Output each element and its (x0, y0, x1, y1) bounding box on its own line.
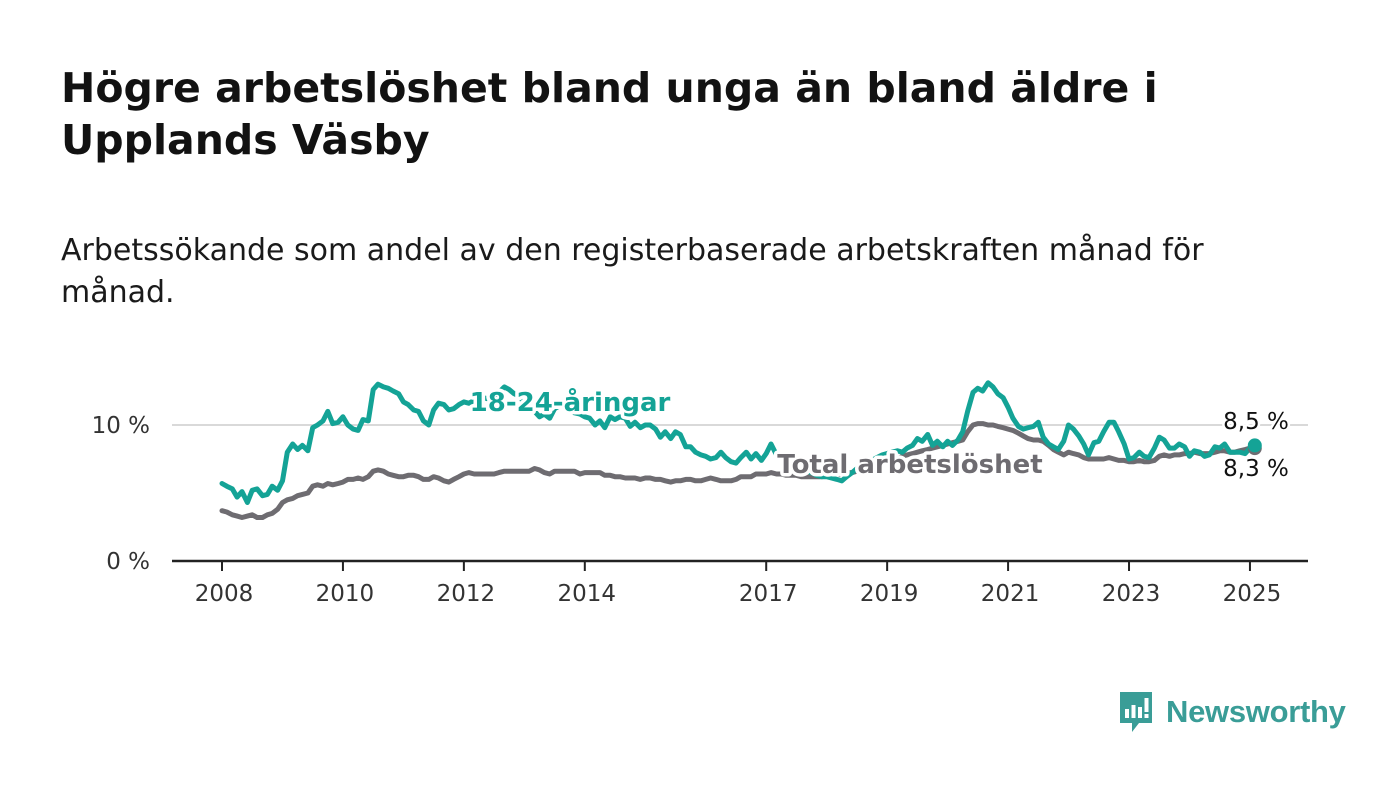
end-value-youth: 8,5 % (1223, 409, 1289, 435)
end-value-total: 8,3 % (1223, 456, 1289, 482)
x-tick-label: 2021 (981, 581, 1040, 607)
x-tick-label: 2025 (1223, 581, 1282, 607)
series-line-total (219, 421, 1258, 520)
x-tick-label: 2014 (558, 581, 617, 607)
y-tick-label: 10 % (92, 413, 150, 439)
series-label-youth: 18-24-åringar (470, 386, 671, 418)
logo-bar-1 (1125, 709, 1129, 718)
x-tick-label: 2010 (316, 581, 375, 607)
chart-title: Högre arbetslöshet bland unga än bland ä… (61, 64, 1158, 164)
newsworthy-logo: Newsworthy (1118, 690, 1346, 734)
logo-bar-4 (1144, 698, 1149, 712)
series-lines (219, 380, 1262, 520)
brand-name: Newsworthy (1166, 694, 1346, 729)
series-label-total: Total arbetslöshet (777, 450, 1042, 480)
newsworthy-chart-icon (1120, 692, 1152, 732)
x-tick-label: 2023 (1102, 581, 1161, 607)
logo-dot (1144, 714, 1149, 718)
y-tick-label: 0 % (106, 549, 150, 575)
logo-bar-2 (1131, 705, 1136, 718)
series-line-youth (219, 380, 1258, 505)
logo-bubble (1120, 692, 1152, 732)
chart-subtitle: Arbetssökande som andel av den registerb… (61, 233, 1204, 310)
logo-bar-3 (1138, 707, 1142, 718)
x-tick-label: 2008 (195, 581, 254, 607)
x-tick-label: 2017 (739, 581, 798, 607)
series-labels: 18-24-åringar Total arbetslöshet 8,5 % 8,3 … (466, 383, 1291, 485)
axes: 0 % 10 % 2008 2010 2012 2014 2017 2019 2021 2023 2… (92, 413, 1308, 607)
x-tick-label: 2012 (437, 581, 496, 607)
end-marker-youth (1247, 438, 1262, 453)
x-tick-label: 2019 (860, 581, 919, 607)
